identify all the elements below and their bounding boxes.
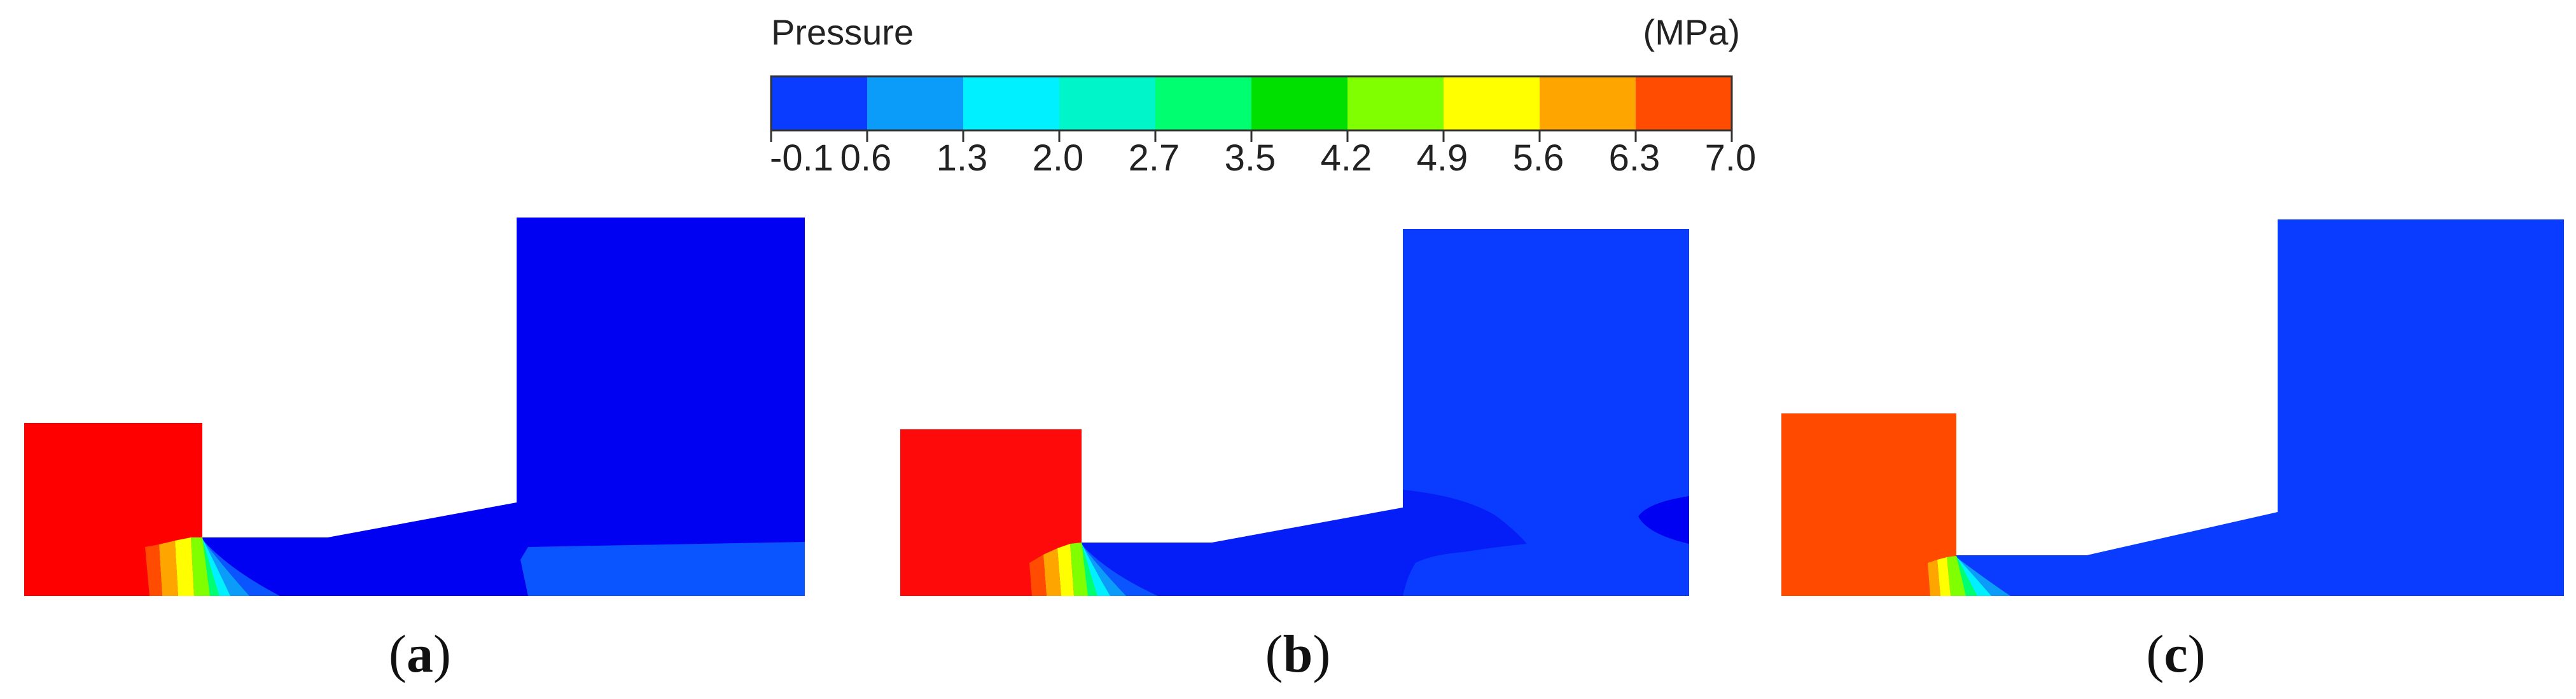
panel-c-label-letter: c [2164, 625, 2188, 684]
legend-bin-8 [1540, 76, 1636, 130]
panel-b-jet-zone-7 [1043, 548, 1061, 596]
panel-b-label-open: ( [1265, 625, 1283, 684]
panel-a-label-close: ) [433, 625, 451, 684]
panel-b-label-letter: b [1283, 625, 1313, 684]
legend-bin-7 [1444, 76, 1540, 130]
panel-c-outlet-domain [1956, 219, 2564, 596]
legend-tick-label-4: 2.7 [1129, 137, 1180, 179]
legend-color-bar [771, 76, 1732, 130]
panel-a-jet-zone-5 [191, 537, 210, 596]
panel-b-jet-zone-6 [1057, 544, 1074, 596]
panel-c-contour [1781, 219, 2564, 596]
panel-b-label: (b) [1222, 623, 1374, 685]
panel-c-label: (c) [2099, 623, 2252, 685]
panel-a-jet-zone-8 [145, 544, 162, 596]
legend-tick-label-6: 4.2 [1321, 137, 1372, 179]
panel-b-contour [900, 229, 1689, 596]
panel-b-jet-zone-8 [1029, 555, 1047, 596]
panel-a-label-open: ( [389, 625, 407, 684]
pressure-legend: Pressure (MPa) -0.1 0.6 1.3 2.0 2.7 3.5 4.2 4.9… [770, 12, 1756, 179]
panel-b-low-pocket-upper [1082, 490, 1527, 596]
panel-a-label: (a) [344, 623, 496, 685]
panel-a-outlet-domain [202, 218, 805, 596]
panel-c-inlet-chamber [1781, 413, 1956, 596]
panel-a-lower-light-region [520, 542, 805, 596]
legend-tick-label-9: 6.3 [1609, 137, 1660, 179]
panel-b-jet-zone-5 [1070, 543, 1088, 596]
legend-bin-6 [1347, 76, 1444, 130]
panel-b-label-close: ) [1312, 625, 1331, 684]
legend-bin-1 [867, 76, 964, 130]
panel-c-jet-zone-5 [1937, 557, 1951, 596]
legend-tick-labels: -0.1 0.6 1.3 2.0 2.7 3.5 4.2 4.9 5.6 6.3 7.0 [770, 137, 1756, 179]
panel-c-label-open: ( [2146, 625, 2164, 684]
legend-bin-2 [963, 76, 1060, 130]
legend-tick-label-2: 1.3 [936, 137, 988, 179]
panel-c-jet-zone-6 [1928, 560, 1940, 596]
legend-tick-label-0: -0.1 [770, 137, 833, 179]
legend-tick-marks [770, 130, 1733, 142]
legend-bin-3 [1059, 76, 1156, 130]
panel-b-low-pocket-right [1638, 496, 1689, 544]
legend-bin-9 [1636, 76, 1732, 130]
panel-a-contour [24, 218, 805, 596]
legend-tick-label-3: 2.0 [1033, 137, 1084, 179]
legend-tick-label-7: 4.9 [1417, 137, 1468, 179]
panel-c-jet-zone-4 [1947, 556, 1966, 596]
legend-tick-label-1: 0.6 [840, 137, 892, 179]
legend-tick-label-8: 5.6 [1513, 137, 1564, 179]
panel-a-label-letter: a [407, 625, 433, 684]
legend-unit: (MPa) [1643, 12, 1740, 52]
legend-bin-0 [771, 76, 868, 130]
panel-b-outlet-domain [1082, 229, 1689, 596]
panel-c-label-close: ) [2187, 625, 2206, 684]
panel-a-jet-zone-6 [175, 537, 194, 596]
panel-a-jet-zone-7 [159, 541, 178, 596]
legend-bin-5 [1251, 76, 1348, 130]
legend-tick-label-5: 3.5 [1225, 137, 1276, 179]
legend-tick-label-10: 7.0 [1705, 137, 1757, 179]
legend-bin-4 [1155, 76, 1252, 130]
legend-title: Pressure [771, 12, 914, 52]
